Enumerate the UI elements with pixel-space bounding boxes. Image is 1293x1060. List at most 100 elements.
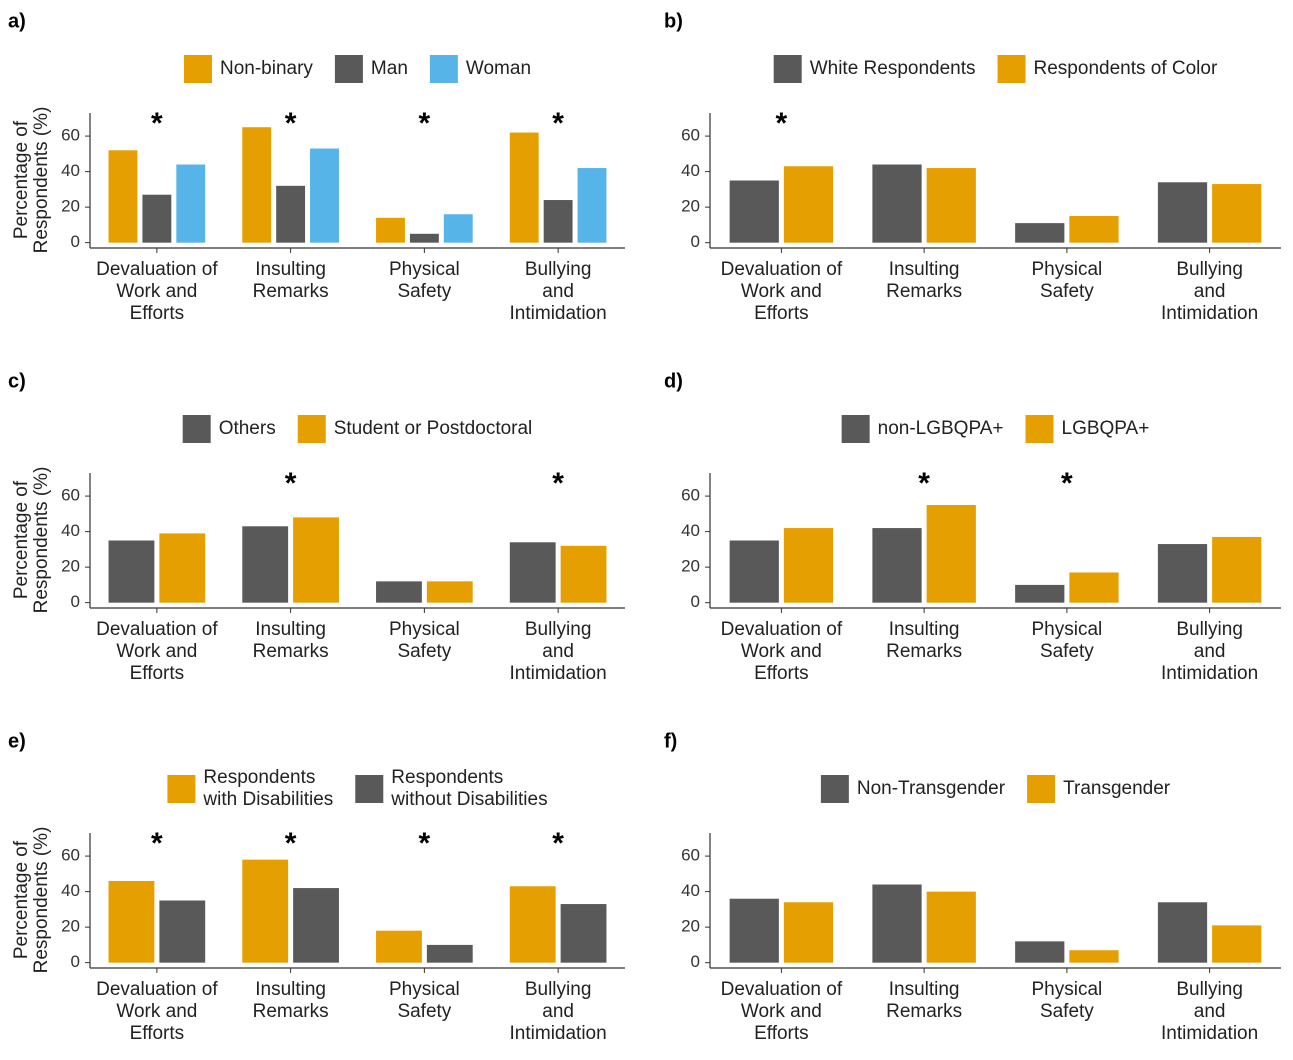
x-tick-label: Physical	[389, 259, 460, 280]
y-tick-label: 40	[681, 521, 700, 540]
y-tick-label: 20	[61, 197, 80, 216]
bar	[276, 185, 306, 243]
x-tick-label: Physical	[1032, 259, 1103, 280]
x-tick-label: Efforts	[130, 1023, 185, 1044]
bar	[560, 545, 607, 603]
bar	[108, 880, 155, 963]
bar	[142, 194, 172, 243]
legend-label: White Respondents	[810, 58, 976, 79]
legend-label: non-LGBQPA+	[878, 418, 1004, 439]
legend-label: Man	[371, 58, 408, 79]
bar	[242, 127, 272, 243]
y-tick-label: 20	[681, 197, 700, 216]
bar	[560, 904, 607, 963]
legend-swatch	[183, 55, 212, 83]
x-tick-label: Bullying	[525, 979, 592, 1000]
bar	[409, 233, 439, 243]
bar	[577, 168, 607, 243]
bar	[783, 166, 834, 243]
bar	[293, 517, 339, 603]
x-tick-label: Intimidation	[510, 303, 607, 324]
x-tick-label: Remarks	[886, 1001, 962, 1022]
x-tick-label: Bullying	[1176, 619, 1243, 640]
bar	[1015, 941, 1065, 963]
x-tick-label: Bullying	[1176, 259, 1243, 280]
x-tick-label: Remarks	[253, 281, 329, 302]
x-tick-label: Remarks	[886, 641, 962, 662]
y-tick-label: 20	[61, 917, 80, 936]
x-tick-label: and	[542, 641, 574, 662]
bar	[376, 930, 422, 963]
legend-swatch	[355, 775, 384, 803]
y-tick-label: 0	[691, 592, 700, 611]
bar	[376, 217, 405, 243]
legend-label: Student or Postdoctoral	[334, 418, 533, 439]
bar	[159, 900, 206, 963]
legend-swatch	[297, 415, 326, 443]
bar	[872, 528, 922, 603]
x-tick-label: Safety	[1040, 1001, 1094, 1022]
legend-swatch	[773, 55, 802, 83]
significance-marker: *	[552, 467, 564, 500]
legend-swatch	[1025, 415, 1054, 443]
legend-label: Non-binary	[220, 58, 313, 79]
bar	[1157, 182, 1208, 243]
significance-marker: *	[151, 107, 163, 140]
x-tick-label: Devaluation of	[721, 619, 843, 640]
bar	[872, 884, 922, 963]
y-tick-label: 60	[681, 486, 700, 505]
panel-label: c)	[8, 370, 26, 392]
bar	[108, 150, 138, 243]
x-tick-label: and	[1194, 641, 1226, 662]
bar	[1069, 216, 1119, 243]
y-tick-label: 20	[681, 557, 700, 576]
significance-marker: *	[419, 827, 431, 860]
legend-label: Respondents of Color	[1034, 58, 1218, 79]
significance-marker: *	[552, 107, 564, 140]
legend-label: Transgender	[1063, 778, 1171, 799]
x-tick-label: and	[1194, 281, 1226, 302]
y-tick-label: 0	[691, 232, 700, 251]
bar	[1157, 902, 1208, 963]
y-axis-label: Respondents (%)	[31, 107, 52, 254]
x-tick-label: Physical	[1032, 619, 1103, 640]
x-tick-label: and	[1194, 1001, 1226, 1022]
y-tick-label: 60	[61, 486, 80, 505]
bar	[729, 180, 779, 243]
bar	[543, 200, 573, 243]
y-tick-label: 60	[61, 846, 80, 865]
x-tick-label: Insulting	[255, 259, 326, 280]
bar	[926, 168, 976, 243]
x-tick-label: Safety	[1040, 641, 1094, 662]
y-axis-label: Percentage of	[11, 120, 32, 239]
x-tick-label: Intimidation	[510, 663, 607, 684]
y-axis-label: Percentage of	[11, 480, 32, 599]
panel-label: d)	[664, 370, 683, 392]
bar	[376, 581, 422, 603]
y-tick-label: 0	[71, 592, 80, 611]
bar	[242, 859, 289, 963]
x-tick-label: Efforts	[754, 303, 809, 324]
x-tick-label: Intimidation	[1161, 303, 1258, 324]
bar	[729, 540, 779, 603]
x-tick-label: Remarks	[886, 281, 962, 302]
legend-swatch	[820, 775, 849, 803]
x-tick-label: Bullying	[1176, 979, 1243, 1000]
bar	[176, 164, 206, 243]
legend-swatch	[182, 415, 211, 443]
x-tick-label: Safety	[397, 1001, 451, 1022]
bar	[108, 540, 155, 603]
y-axis-label: Respondents (%)	[31, 467, 52, 614]
y-tick-label: 60	[681, 846, 700, 865]
y-tick-label: 40	[61, 521, 80, 540]
significance-marker: *	[552, 827, 564, 860]
y-tick-label: 20	[61, 557, 80, 576]
bar	[1212, 536, 1262, 603]
legend-swatch	[997, 55, 1026, 83]
bar	[729, 898, 779, 963]
x-tick-label: Insulting	[255, 619, 326, 640]
x-tick-label: Physical	[389, 979, 460, 1000]
x-tick-label: Devaluation of	[96, 979, 218, 1000]
y-tick-label: 0	[71, 952, 80, 971]
bar	[872, 164, 922, 243]
